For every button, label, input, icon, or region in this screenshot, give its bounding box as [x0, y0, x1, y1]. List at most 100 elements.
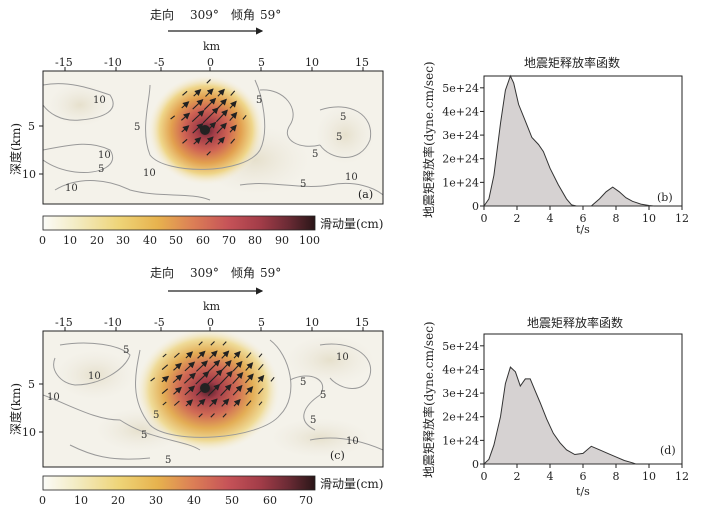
- slip-vector-arrow: [197, 398, 206, 407]
- colorbar-tick: 30: [149, 494, 163, 507]
- x-tick-label: 6: [580, 212, 587, 225]
- slip-vector-arrow: [181, 112, 191, 121]
- slip-vector-arrow: [205, 136, 214, 145]
- colorbar-tick: 70: [222, 234, 236, 247]
- slip-vector-arrow: [192, 99, 204, 110]
- slip-vector-arrow: [206, 369, 223, 386]
- minor-slip-patch: [48, 83, 112, 127]
- y-tick-label: 4e+24: [442, 105, 479, 118]
- stf-panel-b: 地震矩释放率函数 地震矩释放率(dyne.cm/sec) 0 2 4 6 8 10 12 0 1…: [421, 55, 689, 236]
- x-axis-top-c: -15 -10 -5 0 5 10 15: [55, 316, 369, 331]
- colorbar-tick: 50: [225, 494, 239, 507]
- slip-vector-arrow: [170, 115, 176, 120]
- slip-vector-arrow: [217, 88, 225, 97]
- colorbar-tick: 40: [187, 494, 201, 507]
- slip-vector-arrow: [195, 371, 210, 385]
- y-tick-label: 0: [472, 200, 479, 213]
- colorbar-label: 滑动量(cm): [320, 477, 383, 491]
- colorbar-tick: 80: [248, 234, 262, 247]
- slip-vector-arrow: [193, 137, 202, 145]
- x-tick-label: 5: [258, 316, 265, 329]
- stf-plot-b: 0 2 4 6 8 10 12 0 1e+24 2e+24 3e+24 4e+24 5e+24: [442, 74, 689, 225]
- x-tick-label: -15: [55, 56, 73, 69]
- slip-vector-arrow: [257, 374, 265, 383]
- slip-vector-arrow: [244, 373, 254, 384]
- contour-label: 10: [65, 183, 78, 194]
- x-tick-label: 10: [305, 316, 319, 329]
- slip-contours: [43, 79, 383, 201]
- colorbar-tick: 20: [90, 234, 104, 247]
- strike-label: 走向: [150, 7, 174, 22]
- y-tick-label: 0: [472, 458, 479, 471]
- slip-vector-arrow: [257, 387, 264, 395]
- slip-vector-arrow: [196, 384, 208, 396]
- slip-vector-arrow: [192, 123, 204, 134]
- y-axis-title: 深度(km): [8, 383, 23, 435]
- slip-vector-arrow: [219, 370, 233, 385]
- x-tick-label: 0: [207, 316, 214, 329]
- x-tick-label: -15: [55, 316, 73, 329]
- colorbar-tick: 70: [299, 494, 313, 507]
- strike-label: 走向: [150, 265, 174, 280]
- contour-labels-c: 5 10 10 5 5 5 10 5 10 5 5: [47, 345, 359, 466]
- minor-slip-patch: [315, 105, 375, 165]
- y-tick-label: 10: [22, 168, 36, 181]
- y-axis-title: 地震矩释放率(dyne.cm/sec): [421, 61, 436, 218]
- colorbar: [42, 215, 316, 231]
- slip-vector-arrow: [205, 88, 214, 97]
- x-tick-label: 0: [207, 56, 214, 69]
- slip-vector-arrow: [173, 352, 180, 358]
- x-tick-label: 8: [613, 470, 620, 483]
- moment-rate-area: [483, 74, 655, 207]
- y-tick-label: 1e+24: [442, 176, 479, 189]
- panel-tag: (d): [660, 444, 676, 457]
- slip-vector-arrow: [161, 388, 169, 395]
- x-axis-title: t/s: [576, 223, 590, 236]
- x-tick-label: 10: [642, 470, 656, 483]
- dip-value: 59°: [260, 8, 281, 22]
- x-tick-label: 6: [580, 470, 587, 483]
- slip-vectors-a: [170, 79, 247, 156]
- slip-vector-arrow: [162, 353, 167, 358]
- slip-frame: [42, 70, 384, 205]
- slip-vector-arrow: [191, 110, 205, 123]
- slip-vector-arrow: [198, 413, 203, 418]
- slip-vector-arrow: [233, 398, 241, 407]
- contour-label: 5: [134, 122, 140, 133]
- slip-vector-arrow: [193, 89, 202, 97]
- contour-label: 10: [88, 371, 101, 382]
- minor-slip-patch: [270, 418, 370, 458]
- slip-vector-arrow: [210, 341, 215, 346]
- slip-vector-arrow: [173, 386, 182, 395]
- y-tick-label: 3e+24: [442, 129, 479, 142]
- contour-label: 10: [336, 352, 349, 363]
- chart-title: 地震矩释放率函数: [527, 315, 623, 330]
- contour-label: 5: [312, 149, 318, 160]
- strike-value: 309°: [190, 266, 219, 280]
- colorbar-tick: 90: [275, 234, 289, 247]
- y-tick-label: 2e+24: [442, 153, 479, 166]
- x-tick-label: 10: [642, 212, 656, 225]
- y-axis-a: 5 10 深度(km): [8, 120, 43, 181]
- slip-vector-arrow: [258, 401, 263, 406]
- slip-vector-arrow: [210, 413, 215, 418]
- contour-label: 10: [345, 172, 358, 183]
- contour-label: 5: [310, 415, 316, 426]
- colorbar-c: 滑动量(cm) 0 10 20 30 40 50 60 70: [39, 475, 383, 507]
- slip-vector-arrow: [221, 350, 230, 359]
- slip-vector-arrow: [246, 400, 252, 407]
- y-tick-label: 5: [28, 378, 35, 391]
- colorbar-tick: 0: [39, 234, 46, 247]
- slip-vector-arrow: [217, 136, 225, 145]
- slip-vector-arrow: [207, 383, 221, 397]
- slip-vector-arrow: [245, 362, 254, 371]
- slip-vector-arrow: [202, 107, 219, 124]
- slip-vector-arrow: [173, 362, 182, 371]
- slip-vector-arrow: [215, 109, 228, 123]
- y-axis-c: 5 10 深度(km): [8, 378, 43, 439]
- slip-vector-arrow: [222, 413, 227, 418]
- slip-vector-arrow: [207, 359, 221, 373]
- slip-vector-arrow: [232, 371, 244, 384]
- x-tick-label: 0: [481, 470, 488, 483]
- contour-label: 5: [98, 164, 104, 175]
